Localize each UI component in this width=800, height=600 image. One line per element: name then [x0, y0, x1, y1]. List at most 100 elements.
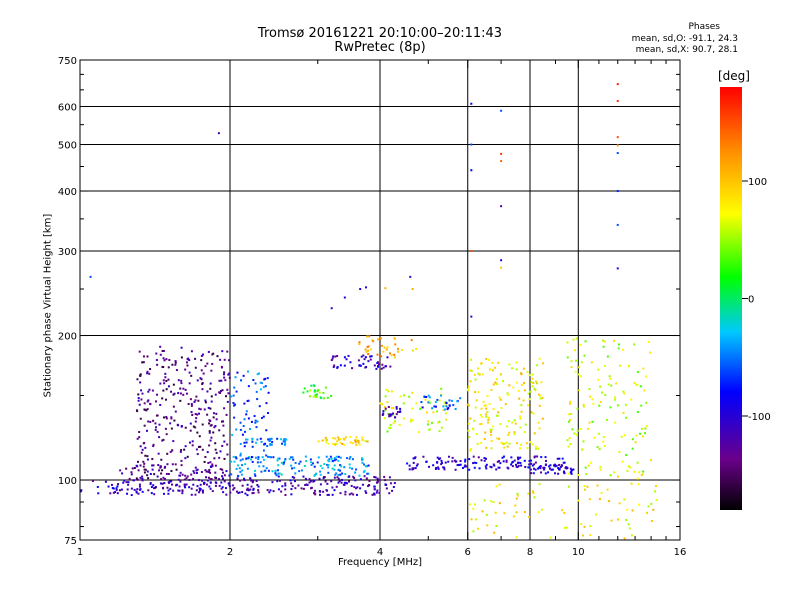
data-point [382, 350, 385, 353]
data-point [520, 373, 523, 376]
data-point [245, 441, 248, 444]
data-point [239, 459, 242, 462]
data-point [158, 469, 161, 472]
data-point [319, 396, 322, 399]
data-point [251, 445, 254, 448]
data-point [258, 465, 261, 468]
data-point [506, 425, 509, 428]
data-point [302, 487, 305, 490]
data-point [256, 373, 259, 376]
data-point [452, 404, 455, 407]
data-point [294, 472, 297, 475]
data-point [144, 468, 147, 471]
data-point [599, 465, 602, 468]
data-point [472, 507, 475, 510]
data-point [156, 363, 159, 366]
data-point [361, 483, 364, 486]
data-point [146, 408, 149, 411]
data-point [486, 524, 489, 527]
data-point [227, 373, 230, 376]
data-point [178, 474, 181, 477]
data-point [582, 405, 585, 408]
data-point [389, 365, 392, 368]
data-point [252, 480, 255, 483]
data-point [177, 424, 180, 427]
data-point [470, 250, 473, 253]
data-point [609, 474, 612, 477]
data-point [430, 421, 433, 424]
data-point [411, 468, 414, 471]
data-point [228, 372, 231, 375]
data-point [361, 461, 364, 464]
data-point [325, 441, 328, 444]
data-point [323, 476, 326, 479]
data-point [507, 433, 510, 436]
data-point [331, 460, 334, 463]
data-point [454, 460, 457, 463]
data-point [268, 491, 271, 494]
data-point [478, 373, 481, 376]
data-point [196, 413, 199, 416]
data-point [205, 476, 208, 479]
data-point [209, 461, 212, 464]
data-point [311, 462, 314, 465]
data-point [397, 350, 400, 353]
data-point [209, 382, 212, 385]
data-point [515, 536, 518, 539]
data-point [181, 492, 184, 495]
data-point [130, 494, 133, 497]
data-point [359, 364, 362, 367]
data-point [333, 468, 336, 471]
data-point [241, 484, 244, 487]
data-point [535, 380, 538, 383]
data-point [220, 379, 223, 382]
data-point [209, 424, 212, 427]
data-point [607, 383, 610, 386]
data-point [104, 480, 107, 483]
data-point [382, 412, 385, 415]
data-point [511, 465, 514, 468]
data-point [625, 453, 628, 456]
data-point [290, 493, 293, 496]
x-tick-label: 8 [527, 547, 533, 558]
data-point [448, 404, 451, 407]
data-point [498, 396, 501, 399]
data-point [505, 441, 508, 444]
data-point [333, 364, 336, 367]
data-point [208, 485, 211, 488]
data-point [237, 491, 240, 494]
data-point [616, 267, 619, 270]
data-point [172, 440, 175, 443]
data-point [388, 415, 391, 418]
data-point [381, 413, 384, 416]
data-point [580, 361, 583, 364]
data-point [277, 457, 280, 460]
data-point [501, 456, 504, 459]
data-point [476, 442, 479, 445]
data-point [373, 364, 376, 367]
data-point [266, 489, 269, 492]
data-point [183, 478, 186, 481]
data-point [470, 102, 473, 105]
data-point [618, 450, 621, 453]
data-point [385, 487, 388, 490]
data-point [136, 488, 139, 491]
data-point [310, 487, 313, 490]
data-point [114, 490, 117, 493]
data-point [218, 456, 221, 459]
data-point [167, 378, 170, 381]
data-point [436, 398, 439, 401]
data-point [530, 380, 533, 383]
data-point [206, 451, 209, 454]
data-point [179, 450, 182, 453]
data-point [213, 457, 216, 460]
data-point [344, 490, 347, 493]
data-point [386, 356, 389, 359]
data-point [337, 477, 340, 480]
data-point [500, 160, 503, 163]
data-point [226, 453, 229, 456]
data-point [527, 466, 530, 469]
data-point [243, 418, 246, 421]
data-point [615, 382, 618, 385]
